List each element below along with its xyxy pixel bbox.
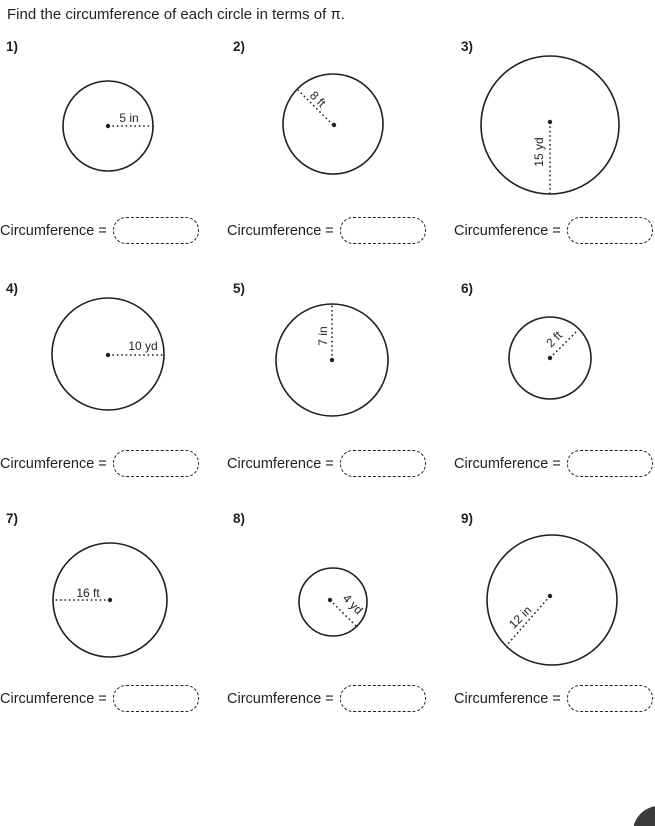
circle-figure: 16 ft: [52, 542, 168, 658]
answer-area: Circumference =: [454, 450, 653, 477]
answer-area: Circumference =: [227, 217, 426, 244]
radius-label: 12 in: [506, 603, 534, 631]
center-dot: [107, 597, 113, 603]
circle-outline: [480, 55, 620, 195]
radius-line: [329, 599, 357, 627]
center-dot: [547, 119, 553, 125]
circle-outline: [486, 534, 618, 666]
answer-label: Circumference =: [227, 222, 334, 239]
answer-area: Circumference =: [454, 217, 653, 244]
center-dot: [547, 593, 553, 599]
radius-line: [506, 595, 551, 646]
radius-label: 10 yd: [128, 339, 157, 353]
answer-area: Circumference =: [454, 685, 653, 712]
circle-figure: 2 ft: [508, 316, 592, 400]
circle-figure: 10 yd: [51, 297, 165, 411]
center-dot: [105, 123, 111, 129]
center-dot: [331, 122, 337, 128]
circle-outline: [52, 542, 168, 658]
answer-label: Circumference =: [454, 690, 561, 707]
radius-label: 8 ft: [307, 88, 329, 110]
answer-box[interactable]: [339, 685, 426, 712]
answer-area: Circumference =: [0, 685, 199, 712]
answer-box[interactable]: [112, 685, 199, 712]
circle-figure: 7 in: [275, 303, 389, 417]
answer-area: Circumference =: [0, 217, 199, 244]
circle-outline: [508, 316, 592, 400]
center-dot: [329, 357, 335, 363]
problem-number: 6): [461, 281, 474, 296]
circle-figure: 4 yd: [298, 567, 368, 637]
problem-number: 2): [233, 39, 246, 54]
radius-label: 7 in: [316, 326, 330, 345]
radius-label: 15 yd: [532, 137, 546, 166]
problem-number: 8): [233, 511, 246, 526]
circle-outline: [298, 567, 368, 637]
answer-label: Circumference =: [0, 455, 107, 472]
circle-figure: 12 in: [486, 534, 618, 666]
circle-outline: [275, 303, 389, 417]
radius-label: 16 ft: [76, 586, 100, 600]
problem-number: 4): [6, 281, 19, 296]
radius-label: 5 in: [119, 111, 138, 125]
circle-outline: [282, 73, 384, 175]
answer-label: Circumference =: [0, 222, 107, 239]
problem-number: 3): [461, 39, 474, 54]
answer-area: Circumference =: [227, 685, 426, 712]
answer-box[interactable]: [112, 450, 199, 477]
radius-label: 2 ft: [543, 328, 565, 350]
center-dot: [547, 355, 553, 361]
circle-figure: 8 ft: [282, 73, 384, 175]
problem-number: 1): [6, 39, 19, 54]
problem-number: 9): [461, 511, 474, 526]
corner-mark: [633, 806, 655, 826]
worksheet-title: Find the circumference of each circle in…: [7, 6, 345, 23]
problem-number: 5): [233, 281, 246, 296]
answer-box[interactable]: [566, 685, 653, 712]
circle-figure: 15 yd: [480, 55, 620, 195]
answer-box[interactable]: [339, 450, 426, 477]
answer-box[interactable]: [339, 217, 426, 244]
answer-label: Circumference =: [227, 455, 334, 472]
center-dot: [105, 352, 111, 358]
center-dot: [327, 597, 333, 603]
problem-number: 7): [6, 511, 19, 526]
answer-area: Circumference =: [0, 450, 199, 477]
answer-label: Circumference =: [227, 690, 334, 707]
answer-box[interactable]: [566, 217, 653, 244]
answer-label: Circumference =: [0, 690, 107, 707]
circle-figure: 5 in: [62, 80, 154, 172]
answer-box[interactable]: [112, 217, 199, 244]
answer-box[interactable]: [566, 450, 653, 477]
answer-area: Circumference =: [227, 450, 426, 477]
answer-label: Circumference =: [454, 222, 561, 239]
circle-outline: [51, 297, 165, 411]
answer-label: Circumference =: [454, 455, 561, 472]
